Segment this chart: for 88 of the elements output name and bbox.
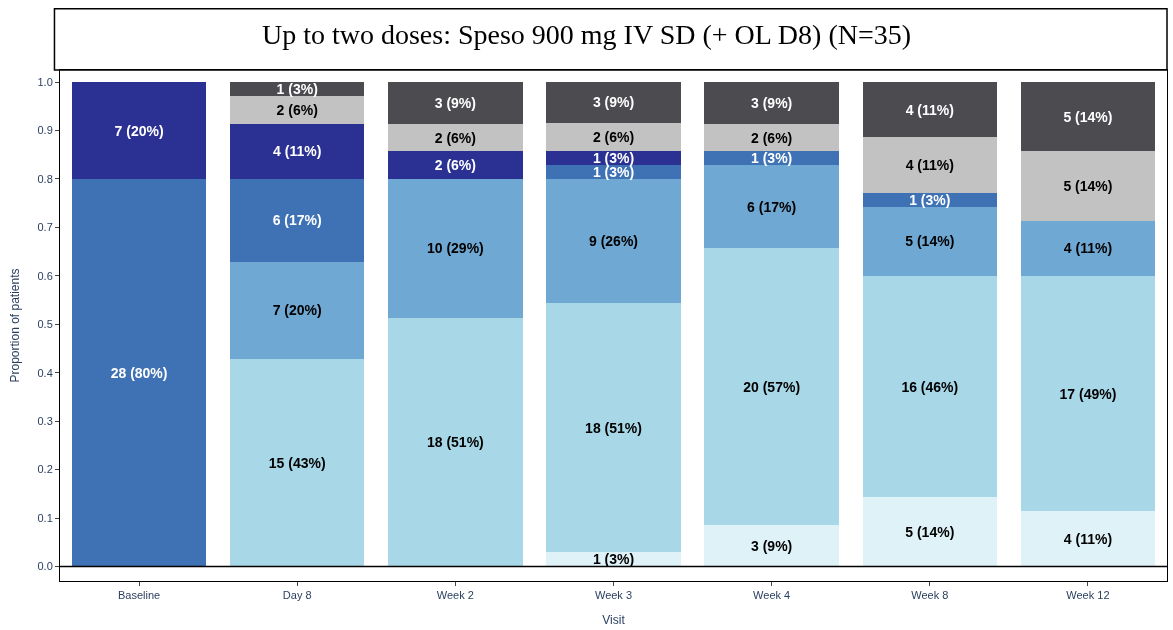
bar: [862, 497, 997, 567]
data-label: 4 (11%): [905, 156, 954, 173]
data-label: 18 (51%): [426, 433, 484, 450]
data-label: 15 (43%): [268, 454, 326, 471]
data-label: 1 (3%): [751, 150, 793, 167]
bar: [704, 524, 839, 567]
bar: [1020, 511, 1156, 567]
bar: [230, 123, 365, 179]
y-tick-label: 0.2: [37, 463, 53, 476]
data-label: 2 (6%): [592, 129, 635, 146]
data-label: 1 (3%): [276, 81, 318, 98]
y-tick-label: 0.3: [37, 415, 53, 428]
bar: [862, 82, 997, 138]
bar: [388, 178, 523, 318]
data-label: 16 (46%): [901, 378, 959, 395]
data-label: 2 (6%): [434, 157, 476, 174]
chart-title: Up to two doses: Speso 900 mg IV SD (+ OL D8) (N=35): [261, 19, 912, 51]
data-label: 5 (14%): [1063, 108, 1113, 125]
bar: [546, 303, 681, 553]
data-label: 28 (80%): [110, 364, 168, 381]
y-axis-title: Proportion of patients: [7, 268, 22, 383]
bar: [230, 96, 365, 124]
bar: [704, 248, 839, 525]
data-label: 4 (11%): [1063, 240, 1113, 257]
y-tick-label: 0.1: [37, 511, 53, 524]
data-label: 18 (51%): [585, 419, 642, 436]
bar: [71, 178, 207, 567]
data-label: 20 (57%): [743, 378, 801, 395]
y-tick-label: 0.5: [37, 318, 53, 331]
y-tick-label: 0.0: [37, 560, 53, 573]
bar: [862, 137, 997, 193]
bar: [704, 123, 839, 152]
data-label: 7 (20%): [272, 302, 322, 319]
bar: [71, 82, 207, 179]
data-label: 6 (17%): [272, 212, 322, 229]
y-tick-label: 1.0: [37, 75, 53, 88]
data-label: 1 (3%): [592, 551, 635, 568]
data-label: 4 (11%): [905, 101, 954, 118]
bar: [388, 123, 523, 152]
bar: [862, 275, 997, 498]
bar: [546, 178, 681, 304]
data-label: 4 (11%): [1063, 530, 1113, 547]
x-tick-label: Baseline: [117, 589, 161, 602]
y-tick-label: 0.6: [37, 269, 53, 282]
x-axis-title: Visit: [602, 613, 626, 628]
x-tick-label: Week 3: [594, 589, 633, 602]
x-tick-label: Week 8: [911, 589, 949, 602]
data-label: 5 (14%): [905, 233, 955, 250]
bar: [388, 151, 523, 179]
bar: [230, 358, 365, 567]
x-tick-label: Week 2: [436, 589, 474, 602]
data-label: 3 (9%): [751, 537, 793, 554]
y-tick-label: 0.4: [37, 366, 53, 379]
data-label: 5 (14%): [905, 523, 955, 540]
x-tick-label: Week 12: [1066, 589, 1110, 602]
bar: [230, 261, 365, 359]
x-tick-label: Week 4: [753, 589, 791, 602]
y-tick-label: 0.8: [37, 172, 53, 185]
data-label: 1 (3%): [909, 191, 951, 208]
data-label: 6 (17%): [747, 198, 797, 215]
bar: [1020, 151, 1156, 221]
bar: [862, 206, 997, 276]
data-label: 17 (49%): [1059, 385, 1117, 402]
bar: [546, 81, 681, 124]
bar: [388, 317, 523, 567]
bar: [546, 123, 681, 151]
bar: [704, 82, 839, 124]
data-label: 7 (20%): [114, 122, 164, 139]
data-label: 10 (29%): [426, 240, 484, 257]
data-label: 4 (11%): [273, 143, 322, 160]
y-tick-label: 0.9: [37, 124, 53, 137]
bar: [1020, 275, 1156, 512]
data-label: 3 (9%): [434, 94, 476, 111]
bar: [704, 165, 839, 249]
y-tick-label: 0.7: [37, 221, 53, 234]
data-label: 1 (3%): [592, 149, 635, 166]
data-label: 5 (14%): [1063, 178, 1113, 195]
data-label: 3 (9%): [592, 94, 635, 111]
data-label: 2 (6%): [276, 101, 318, 118]
bar: [230, 178, 365, 262]
data-label: 2 (6%): [751, 129, 793, 146]
data-label: 3 (9%): [751, 94, 793, 111]
bar: [388, 82, 523, 124]
bar: [1020, 220, 1156, 276]
data-label: 9 (26%): [588, 233, 639, 250]
data-label: 2 (6%): [434, 129, 476, 146]
bar: [1020, 82, 1156, 152]
x-tick-label: Day 8: [282, 589, 312, 602]
